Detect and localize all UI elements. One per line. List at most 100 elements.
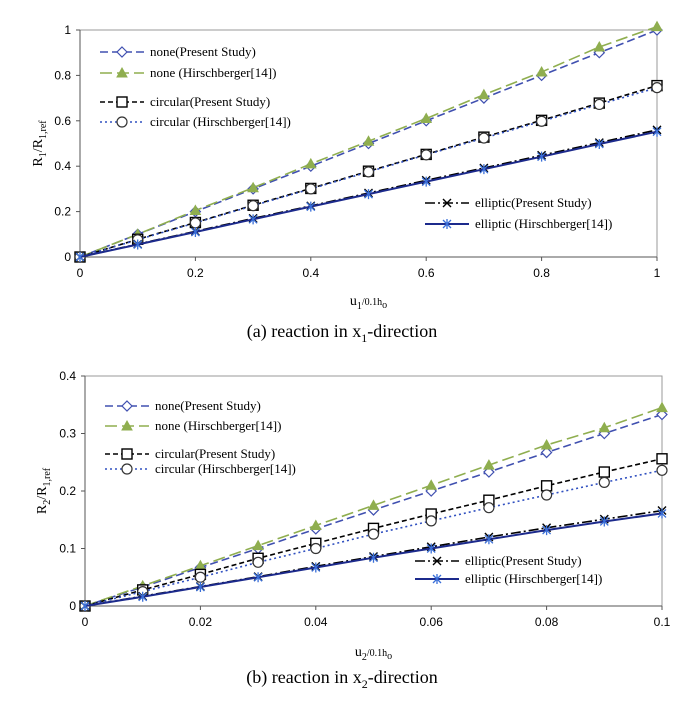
data-point: [189, 217, 201, 229]
data-point: [309, 519, 322, 530]
legend-marker: [116, 46, 128, 58]
data-point: [138, 591, 148, 602]
chart-caption: (a) reaction in x1-direction: [247, 321, 437, 345]
data-point: [194, 571, 206, 583]
data-point: [420, 149, 432, 161]
data-point: [305, 183, 317, 195]
data-point: [248, 214, 258, 225]
legend-marker: [442, 219, 452, 229]
y-axis-label: R2/R1,ref: [35, 467, 53, 514]
y-tick-label: 0: [64, 250, 71, 264]
y-tick-label: 0.3: [59, 427, 76, 441]
data-point: [80, 601, 90, 611]
legend-label: none (Hirschberger[14]): [155, 418, 281, 433]
legend-label: elliptic(Present Study): [475, 195, 592, 210]
legend-label: none (Hirschberger[14]): [150, 65, 276, 80]
data-point: [425, 515, 437, 527]
data-point: [247, 181, 259, 193]
data-point: [594, 138, 604, 149]
x-tick-label: 0: [77, 266, 84, 280]
legend-marker: [442, 198, 452, 208]
legend-label: elliptic (Hirschberger[14]): [475, 216, 612, 231]
legend-marker: [121, 463, 133, 475]
legend-marker: [116, 96, 128, 108]
data-point: [656, 453, 668, 465]
y-tick-label: 0.2: [59, 484, 76, 498]
series-circle: [74, 82, 663, 263]
chart-a: 0 0.2 0.4 0.6 0.8 1 0 0.2 0.4 0.6 0.8 1 none(Present…: [31, 20, 663, 345]
x-axis-label: u1/0.1ho: [350, 294, 387, 312]
data-point: [483, 502, 495, 514]
legend-label: elliptic(Present Study): [465, 553, 582, 568]
x-tick-label: 1: [654, 266, 661, 280]
legend-entry: none(Present Study): [105, 398, 261, 413]
data-point: [478, 88, 490, 100]
legend-label: circular(Present Study): [155, 446, 275, 461]
data-point: [311, 562, 321, 573]
legend-marker: [432, 574, 442, 584]
data-point: [479, 164, 489, 175]
data-point: [189, 204, 202, 215]
y-axis-label: R1/R1,ref: [31, 120, 49, 167]
data-point: [247, 200, 259, 212]
legend-entry: none (Hirschberger[14]): [100, 65, 276, 80]
y-tick-label: 0.2: [54, 205, 71, 219]
x-tick-label: 0: [82, 615, 89, 629]
x-tick-label: 0.04: [304, 615, 328, 629]
legend-entry: none(Present Study): [100, 44, 256, 59]
data-point: [540, 489, 553, 501]
data-point: [598, 476, 610, 488]
data-point: [483, 459, 495, 470]
legend-entry: circular (Hirschberger[14]): [100, 114, 291, 129]
data-point: [542, 525, 552, 536]
x-tick-label: 0.8: [533, 266, 550, 280]
data-point: [598, 466, 610, 478]
data-point: [535, 65, 548, 77]
data-point: [367, 499, 380, 510]
series-star: [80, 508, 667, 611]
y-tick-label: 0.4: [54, 159, 71, 173]
data-point: [75, 252, 85, 262]
data-point: [651, 82, 663, 94]
data-point: [657, 508, 667, 519]
data-point: [306, 201, 316, 212]
x-axis-label: u2/0.1ho: [355, 645, 392, 663]
data-point: [593, 98, 605, 111]
legend-marker: [121, 400, 133, 412]
legend-label: circular (Hirschberger[14]): [150, 114, 291, 129]
legend-entry: elliptic(Present Study): [415, 553, 582, 568]
legend-label: circular (Hirschberger[14]): [155, 461, 296, 476]
legend-entry: circular (Hirschberger[14]): [105, 461, 296, 476]
data-point: [598, 421, 611, 433]
legend-entry: elliptic (Hirschberger[14]): [425, 216, 612, 231]
data-point: [478, 132, 490, 144]
x-tick-label: 0.6: [418, 266, 435, 280]
data-point: [421, 176, 431, 187]
legend-marker: [116, 116, 128, 128]
legend-entry: circular(Present Study): [105, 446, 275, 461]
chart-caption: (b) reaction in x2-direction: [246, 667, 437, 691]
series-circle: [79, 464, 668, 612]
data-point: [367, 528, 380, 540]
data-point: [362, 166, 375, 178]
legend-marker: [432, 556, 442, 566]
data-point: [540, 480, 553, 492]
legend-entry: elliptic (Hirschberger[14]): [415, 571, 602, 586]
x-tick-label: 0.4: [302, 266, 319, 280]
data-point: [133, 239, 143, 250]
data-point: [252, 539, 264, 551]
data-point: [253, 572, 263, 583]
data-point: [364, 189, 373, 200]
data-point: [537, 151, 547, 162]
legend-label: elliptic (Hirschberger[14]): [465, 571, 602, 586]
data-point: [656, 401, 668, 413]
legend-label: circular(Present Study): [150, 94, 270, 109]
series-star: [75, 126, 662, 262]
data-point: [310, 542, 322, 555]
y-tick-label: 0.8: [54, 68, 71, 82]
data-point: [652, 126, 662, 137]
y-tick-label: 0: [69, 599, 76, 613]
data-point: [651, 20, 663, 32]
chart-b: 0 0.1 0.2 0.3 0.4 0 0.02 0.04 0.06 0.08 0.1 none(Pr…: [35, 369, 671, 691]
